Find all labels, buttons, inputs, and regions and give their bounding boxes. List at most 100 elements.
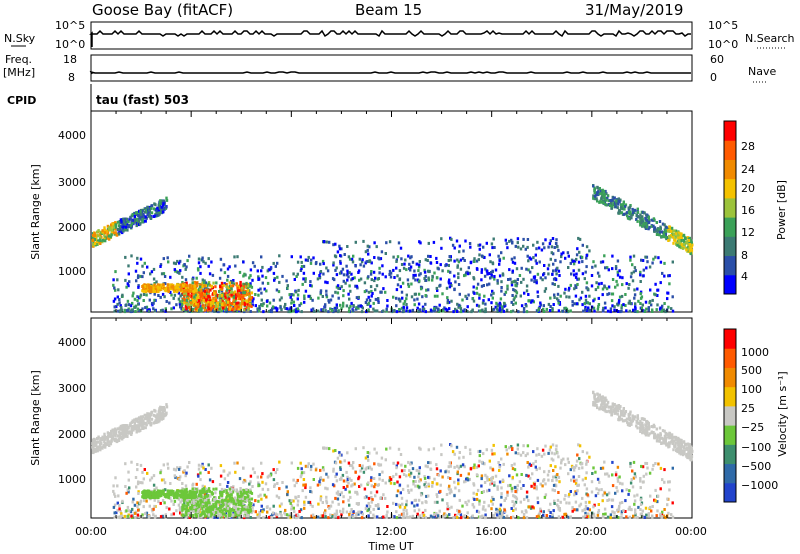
power-cell: [325, 289, 328, 293]
power-cell: [135, 213, 138, 217]
velocity-cell: [249, 474, 253, 478]
power-cell: [454, 280, 457, 284]
velocity-cell: [148, 416, 151, 420]
velocity-cell: [184, 474, 187, 478]
velocity-cell: [651, 514, 654, 518]
velocity-cell: [629, 461, 632, 465]
velocity-cell: [676, 440, 680, 443]
power-cell: [405, 297, 408, 301]
power-cell: [256, 309, 259, 313]
velocity-cell: [133, 424, 137, 428]
power-cell: [496, 304, 499, 308]
velocity-cell: [388, 479, 391, 483]
power-cell: [148, 209, 151, 213]
velocity-cell: [485, 475, 489, 479]
power-cell: [183, 301, 186, 305]
power-cell: [550, 251, 553, 255]
power-cell: [226, 300, 230, 304]
power-cell: [334, 308, 337, 312]
power-cell: [579, 296, 583, 300]
power-cell: [616, 270, 619, 274]
power-cell: [334, 307, 337, 310]
power-cell: [212, 305, 215, 308]
power-cell: [618, 269, 621, 273]
power-cell: [216, 310, 219, 313]
power-cell: [352, 304, 355, 307]
velocity-cell: [634, 511, 637, 515]
velocity-cell: [172, 503, 175, 506]
velocity-cell: [112, 484, 115, 488]
velocity-cell: [457, 511, 460, 515]
power-cell: [167, 260, 170, 264]
velocity-cell: [687, 453, 690, 457]
velocity-cell: [399, 505, 402, 509]
power-cell: [126, 299, 130, 303]
power-cell: [581, 260, 584, 264]
power-cell: [336, 291, 340, 295]
power-cell: [196, 304, 199, 308]
velocity-cell: [529, 506, 533, 510]
power-cell: [250, 291, 254, 295]
velocity-cell: [370, 476, 373, 480]
velocity-cell: [398, 475, 402, 479]
velocity-cell: [264, 482, 268, 486]
power-cell: [581, 272, 585, 276]
velocity-cell: [593, 403, 596, 407]
power-cell: [147, 286, 151, 290]
velocity-cell: [348, 490, 351, 494]
velocity-cell: [286, 513, 289, 517]
power-cell: [202, 260, 205, 264]
velocity-cell: [337, 516, 340, 520]
velocity-cell: [597, 511, 600, 515]
power-cell: [433, 271, 436, 275]
power-cell: [514, 301, 517, 305]
velocity-cell: [573, 465, 577, 469]
velocity-cell: [329, 504, 333, 508]
power-cell: [178, 302, 182, 306]
power-cell: [334, 242, 337, 246]
power-cell: [533, 280, 536, 284]
power-cell: [610, 206, 613, 210]
velocity-cell: [564, 512, 567, 516]
velocity-cell: [586, 493, 589, 497]
velocity-cell: [188, 461, 191, 464]
power-cell: [348, 297, 351, 301]
power-cell: [145, 208, 148, 212]
power-cell: [210, 306, 214, 310]
velocity-cell: [431, 484, 434, 488]
power-cell: [621, 283, 624, 287]
power-cell: [348, 306, 351, 310]
velocity-cell: [535, 515, 539, 519]
power-cell: [135, 224, 138, 228]
power-cell: [585, 253, 588, 257]
power-cell: [433, 307, 436, 311]
power-cell: [667, 305, 670, 309]
velocity-cell: [272, 468, 275, 472]
power-cell: [304, 280, 307, 283]
velocity-cell: [639, 420, 642, 423]
power-cell: [141, 285, 144, 288]
power-cell: [602, 195, 605, 199]
velocity-cell: [353, 482, 356, 486]
power-cell: [547, 272, 550, 276]
power-cell: [103, 226, 106, 230]
velocity-cell: [324, 486, 327, 490]
power-cell: [522, 277, 525, 281]
velocity-cell: [634, 513, 637, 517]
power-cell: [610, 299, 614, 303]
velocity-cell: [636, 516, 639, 520]
power-cell: [424, 310, 427, 314]
velocity-cell: [408, 515, 412, 519]
power-cell: [640, 220, 644, 223]
power-cell: [501, 272, 505, 276]
velocity-cell: [365, 504, 369, 508]
power-cell: [365, 298, 369, 302]
velocity-cell: [332, 516, 335, 520]
power-cell: [544, 287, 548, 291]
velocity-cell: [121, 499, 124, 503]
power-cell: [134, 310, 137, 313]
power-cell: [489, 260, 492, 264]
velocity-cell: [680, 447, 683, 450]
power-cell: [312, 256, 315, 260]
power-cell: [124, 217, 127, 221]
